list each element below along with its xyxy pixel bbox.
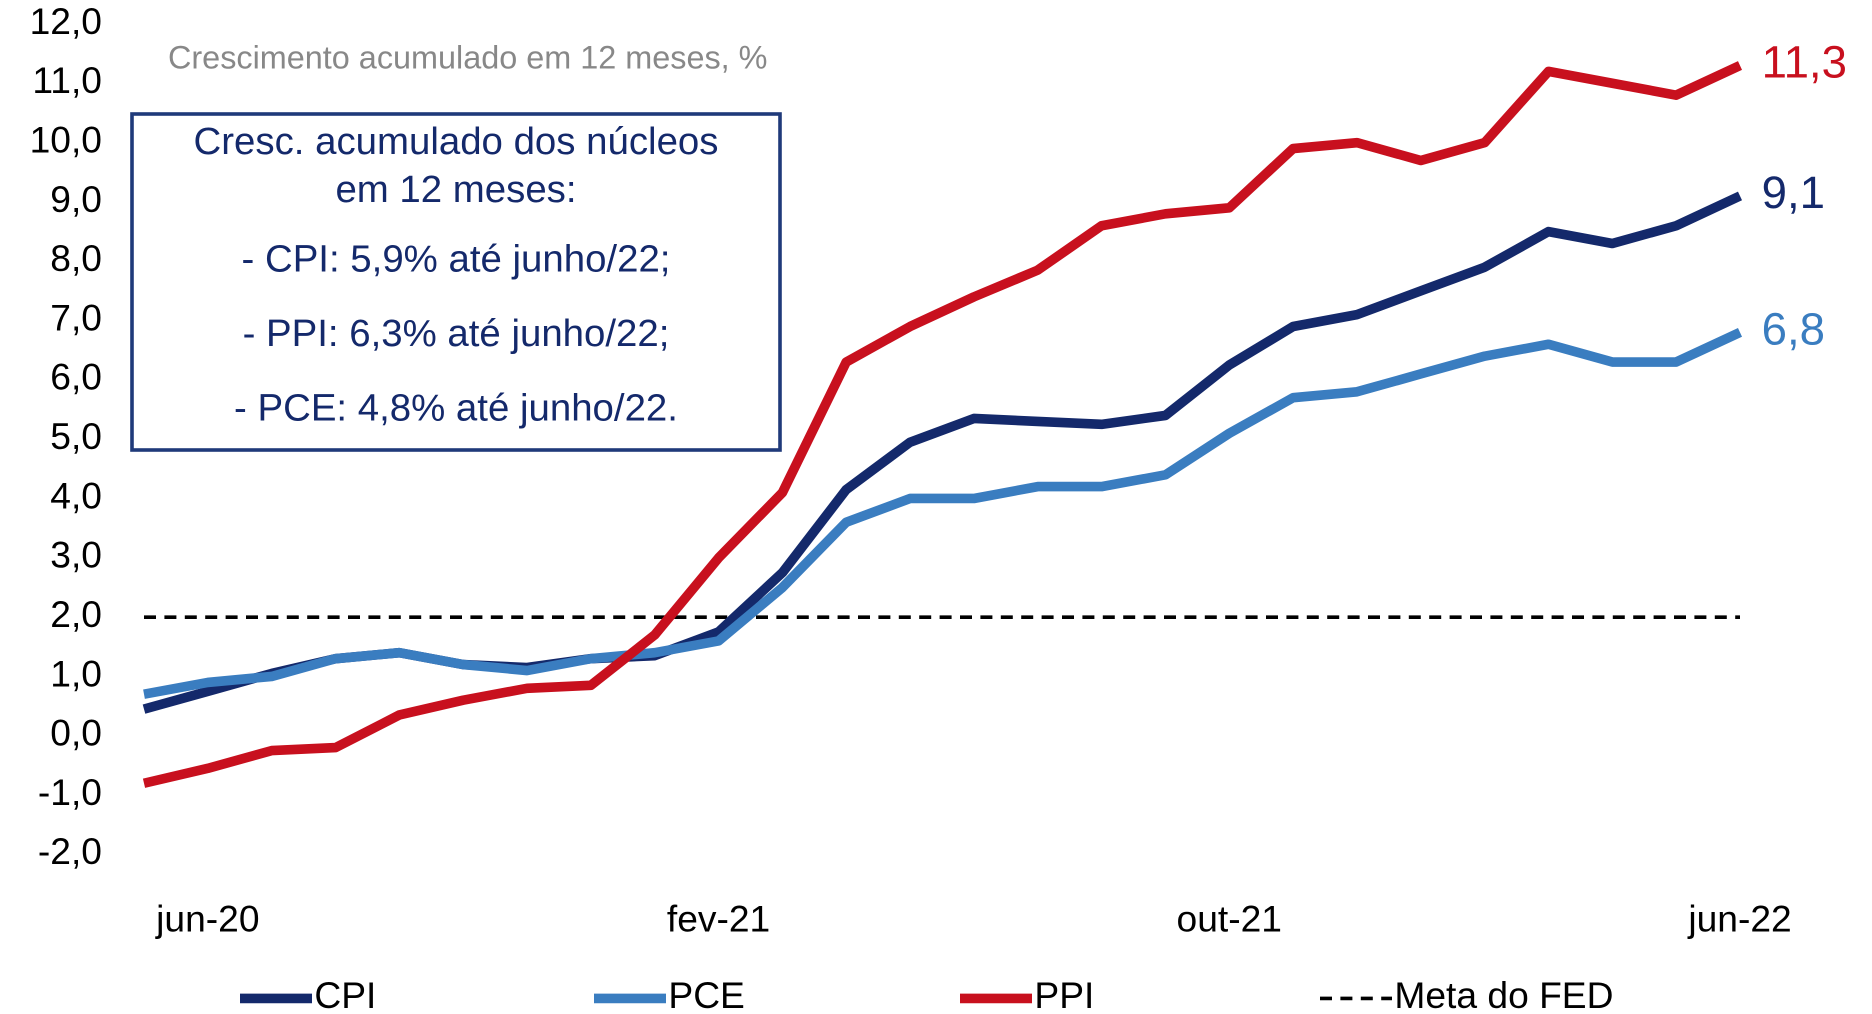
annotation-line: - PPI: 6,3% até junho/22; — [243, 312, 670, 355]
legend-label: Meta do FED — [1394, 974, 1613, 1014]
y-tick-label: 0,0 — [50, 712, 102, 754]
series-line — [143, 328, 1743, 699]
y-tick-label: -2,0 — [38, 830, 102, 872]
y-tick-label: 6,0 — [50, 356, 102, 398]
y-tick-label: 9,0 — [50, 178, 102, 220]
x-tick-label: jun-20 — [155, 897, 259, 939]
annotation-line: Cresc. acumulado dos núcleos — [194, 120, 719, 163]
y-tick-label: 10,0 — [30, 118, 102, 160]
x-tick-label: jun-22 — [1687, 897, 1791, 939]
y-tick-label: 4,0 — [50, 474, 102, 516]
y-tick-label: 12,0 — [30, 0, 102, 42]
annotation-line: - CPI: 5,9% até junho/22; — [242, 238, 671, 281]
chart-subtitle: Crescimento acumulado em 12 meses, % — [168, 40, 767, 76]
y-tick-label: 3,0 — [50, 534, 102, 576]
x-tick-label: fev-21 — [667, 897, 770, 939]
legend-label: CPI — [314, 974, 376, 1014]
end-label: 11,3 — [1762, 37, 1847, 88]
y-tick-label: -1,0 — [38, 771, 102, 813]
legend-label: PPI — [1034, 974, 1094, 1014]
end-label: 6,8 — [1762, 303, 1825, 354]
y-tick-label: 7,0 — [50, 296, 102, 338]
y-tick-label: 1,0 — [50, 652, 102, 694]
y-tick-label: 5,0 — [50, 415, 102, 457]
annotation-box — [130, 112, 782, 452]
y-tick-label: 2,0 — [50, 593, 102, 635]
series-line — [142, 61, 1743, 788]
x-tick-label: out-21 — [1177, 897, 1282, 939]
annotation-line: - PCE: 4,8% até junho/22. — [234, 387, 678, 430]
annotation-line: em 12 meses: — [335, 168, 576, 211]
y-tick-label: 11,0 — [32, 59, 102, 101]
y-tick-label: 8,0 — [50, 237, 102, 279]
legend-label: PCE — [668, 974, 744, 1014]
end-label: 9,1 — [1762, 167, 1825, 218]
